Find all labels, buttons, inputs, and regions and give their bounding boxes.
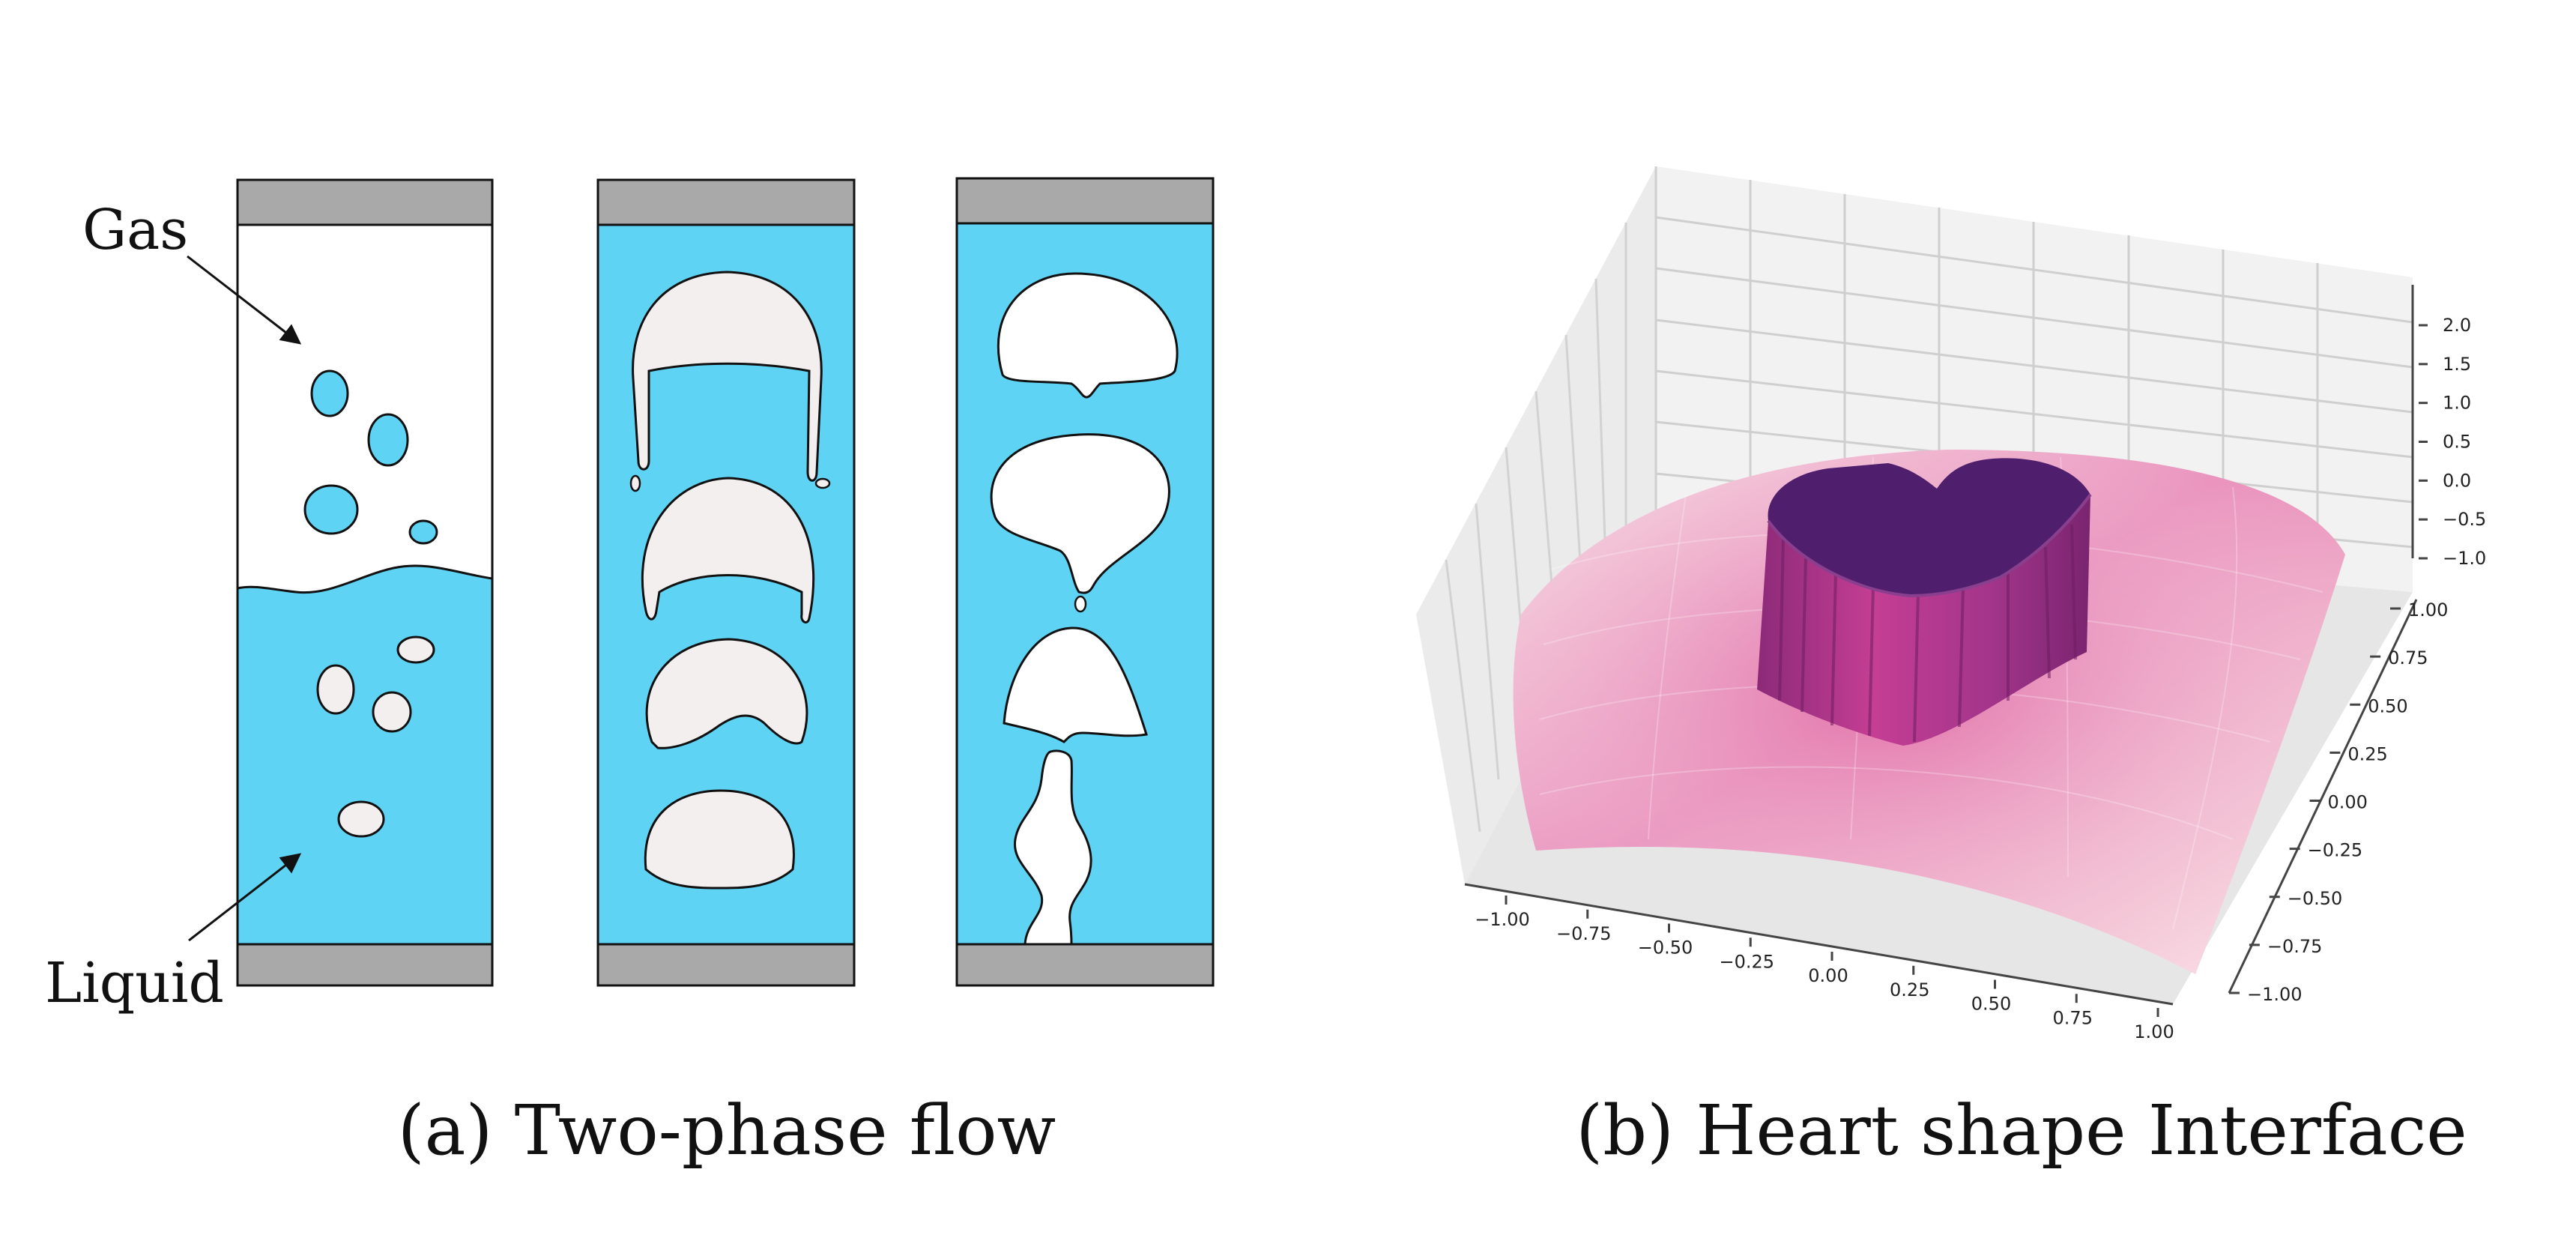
y-axis-tick-label: −1.00	[2247, 984, 2303, 1005]
column-3-top-cap	[955, 177, 1215, 225]
gas-bubble-cap	[641, 477, 815, 623]
caption-b: (b) Heart shape Interface	[1576, 1090, 2467, 1171]
y-axis-tick-label: −0.75	[2267, 936, 2323, 957]
column-1-top-cap	[236, 178, 494, 226]
column-1-gas-region	[236, 223, 494, 594]
x-axis-tick-label: −0.75	[1556, 923, 1612, 944]
x-axis-ticks: −1.00 −0.75 −0.50 −0.25 0.00 0.25 0.50 0.75 1.00	[1475, 896, 2174, 1042]
column-bubble-pinchoff	[955, 177, 1215, 987]
x-axis-tick-label: 1.00	[2134, 1021, 2174, 1042]
column-3-bottom-cap	[955, 943, 1215, 987]
liquid-droplet	[303, 484, 359, 535]
gas-bubble-pear	[1003, 626, 1148, 743]
y-axis-tick-label: 0.75	[2388, 647, 2428, 668]
liquid-droplet	[310, 369, 349, 417]
liquid-droplet	[367, 413, 409, 467]
heart-top-rim	[1767, 493, 2092, 598]
left-wall-pane	[1416, 166, 1656, 884]
z-axis-tick-label: 1.0	[2443, 393, 2471, 414]
gas-bubble-cap	[645, 638, 808, 749]
y-axis-tick-label: 1.00	[2408, 600, 2448, 620]
liquid-droplet	[408, 519, 438, 545]
back-wall-grid	[1654, 166, 2413, 584]
gas-bubble-dimpled	[997, 272, 1179, 399]
column-1-bottom-cap	[236, 943, 494, 987]
panel-b-heart-shape-interface	[1416, 166, 2418, 1006]
z-axis-tick-label: −0.5	[2443, 509, 2486, 530]
satellite-bubble	[1074, 595, 1087, 613]
y-axis-line	[2228, 599, 2418, 994]
z-axis-tick-label: 2.0	[2443, 315, 2471, 336]
z-axis-tick-label: −1.0	[2443, 548, 2486, 569]
x-axis-tick-label: 0.50	[1971, 994, 2011, 1015]
z-axis-ticks: 2.0 1.5 1.0 0.5 0.0 −0.5 −1.0	[2419, 315, 2486, 569]
x-axis-line	[1464, 883, 2174, 1006]
caption-a: (a) Two-phase flow	[398, 1090, 1056, 1171]
gas-bubble-skirted	[632, 271, 823, 482]
gas-plume	[1013, 749, 1092, 946]
heart-wall-streaks	[1778, 524, 2077, 743]
x-axis-tick-label: 0.75	[2053, 1007, 2093, 1028]
column-2-top-cap	[596, 178, 856, 226]
y-axis-ticks: 1.00 0.75 0.50 0.25 0.00 −0.25 −0.50 −0.75 −1.00	[2229, 600, 2448, 1005]
gas-bubble	[316, 664, 355, 715]
z-axis-tick-label: 1.5	[2443, 354, 2471, 375]
heart-top	[1768, 458, 2090, 596]
column-bubbly-flow	[236, 178, 494, 987]
satellite-bubble	[629, 474, 641, 492]
arrow-liquid	[188, 853, 302, 942]
satellite-bubble	[814, 477, 831, 489]
column-2-bottom-cap	[596, 943, 856, 987]
column-cap-bubbles	[596, 178, 856, 987]
x-axis-tick-label: −0.25	[1719, 951, 1774, 972]
z-axis-tick-label: 0.0	[2443, 470, 2471, 491]
gas-bubble	[337, 800, 385, 838]
gas-bubble	[396, 635, 435, 664]
y-axis-tick-label: 0.25	[2347, 743, 2387, 764]
gas-bubble-teardrop	[990, 433, 1170, 594]
gas-bubble-spherical-cap	[644, 789, 795, 890]
x-axis-tick-label: 0.25	[1890, 979, 1929, 1000]
arrow-gas	[187, 255, 302, 345]
z-axis-tick-label: 0.5	[2443, 432, 2471, 453]
x-axis-tick-label: −1.00	[1475, 909, 1530, 930]
panel-a-two-phase-flow: Gas Liquid	[45, 177, 1215, 1171]
y-axis-tick-label: 0.50	[2368, 695, 2407, 716]
y-axis-tick-label: −0.25	[2308, 840, 2363, 861]
y-axis-tick-label: −0.50	[2288, 888, 2343, 909]
x-axis-tick-label: 0.00	[1808, 965, 1848, 986]
y-axis-tick-label: 0.00	[2328, 792, 2368, 813]
label-gas: Gas	[82, 198, 188, 262]
x-axis-tick-label: −0.50	[1638, 937, 1693, 958]
label-liquid: Liquid	[45, 951, 224, 1015]
gas-bubble	[372, 691, 412, 733]
